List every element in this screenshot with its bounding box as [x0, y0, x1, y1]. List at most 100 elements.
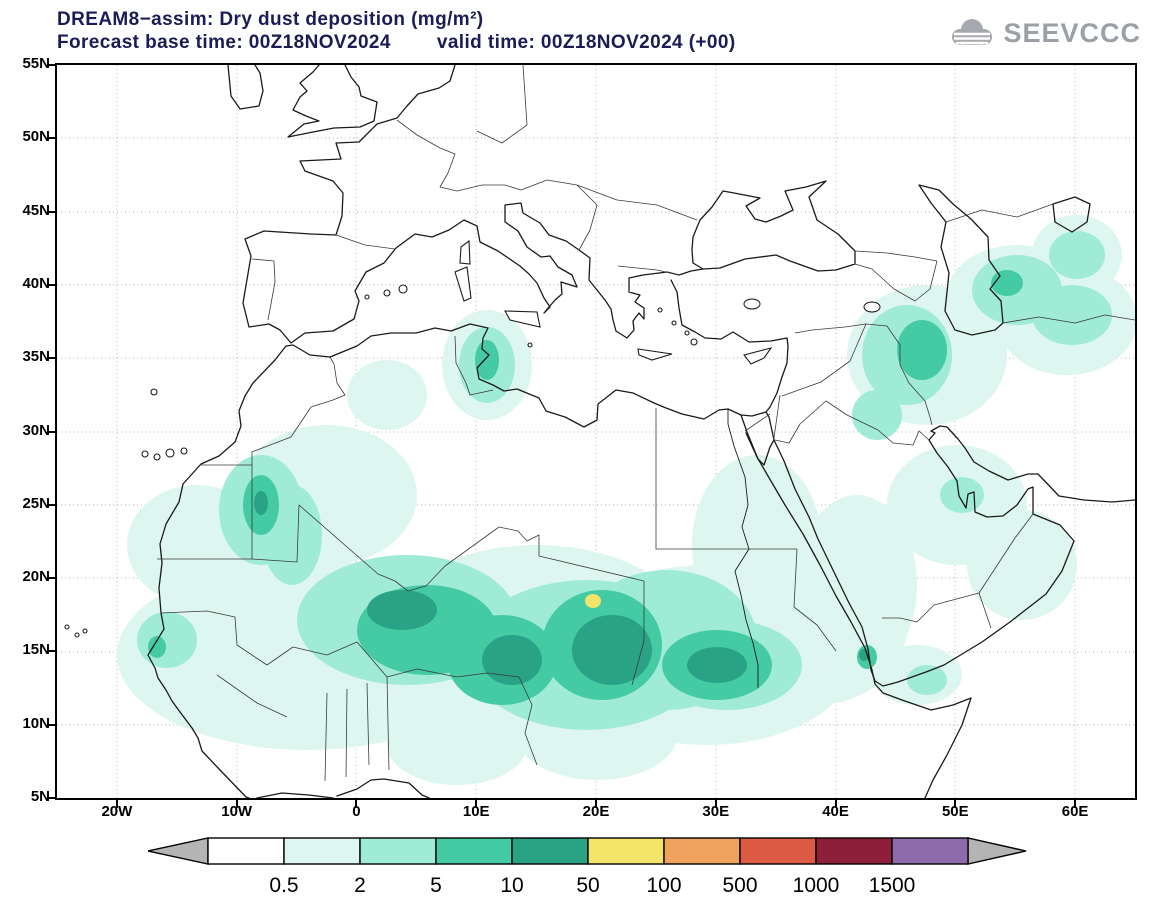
island-cape-verde	[64, 624, 70, 630]
legend-segment	[815, 837, 893, 865]
y-tick-mark	[47, 357, 55, 360]
coastlines	[147, 65, 1135, 798]
x-tick-label: 0	[352, 803, 361, 820]
x-tick-label: 50E	[941, 803, 969, 820]
map-plot-area	[55, 63, 1137, 800]
island-sicily	[504, 310, 541, 328]
y-tick-label: 20N	[22, 568, 50, 586]
legend-label: 1000	[793, 874, 840, 897]
islands	[64, 239, 881, 638]
island-aegean	[671, 320, 677, 326]
y-tick-mark	[47, 650, 55, 653]
legend-label: 500	[722, 874, 757, 897]
coast-west-africa	[147, 345, 287, 798]
legend-segment	[511, 837, 589, 865]
y-tick-mark	[47, 137, 55, 140]
y-tick-mark	[47, 577, 55, 580]
y-tick-mark	[47, 430, 55, 433]
y-tick-mark	[47, 503, 55, 506]
x-tick-label: 20W	[101, 803, 133, 820]
legend-label: 10	[500, 874, 523, 897]
y-tick-label: 10N	[22, 714, 50, 732]
y-tick-label: 50N	[22, 128, 50, 146]
coast-sinai	[740, 411, 775, 466]
header: DREAM8−assim: Dry dust deposition (mg/m²…	[57, 8, 736, 54]
y-tick-mark	[47, 797, 55, 799]
island-canary	[153, 453, 161, 461]
y-tick-label: 15N	[22, 641, 50, 659]
coast-arabia	[773, 425, 1135, 687]
coast-turkey-levant	[670, 279, 789, 417]
legend-segment	[587, 837, 665, 865]
lake-tuz	[743, 298, 761, 310]
coast-north-africa	[285, 323, 742, 428]
y-tick-label: 35N	[22, 348, 50, 366]
x-tick-label: 10W	[221, 803, 253, 820]
island-cape-verde	[82, 628, 88, 634]
island-aegean	[684, 330, 690, 336]
x-tick-label: 60E	[1061, 803, 1089, 820]
legend-arrow-right	[967, 837, 1027, 865]
legend-segment	[359, 837, 437, 865]
coast-gulf-of-guinea	[256, 778, 430, 798]
island-canary	[180, 447, 188, 455]
island-madeira	[150, 388, 158, 396]
page-title: DREAM8−assim: Dry dust deposition (mg/m²…	[57, 9, 484, 30]
forecast-base-time: Forecast base time: 00Z18NOV2024	[57, 32, 391, 53]
x-tick-mark	[235, 800, 238, 808]
river-nile	[727, 408, 759, 689]
x-tick-mark	[954, 800, 957, 808]
x-tick-mark	[475, 800, 478, 808]
x-tick-mark	[834, 800, 837, 808]
x-tick-label: 30E	[702, 803, 730, 820]
legend-segment	[283, 837, 361, 865]
y-tick-label: 25N	[22, 494, 50, 512]
coast-aral-sea	[1052, 196, 1091, 233]
island-balearic	[398, 284, 408, 294]
legend-segment	[739, 837, 817, 865]
legend-segment	[891, 837, 969, 865]
island-canary	[165, 448, 175, 458]
y-tick-label: 45N	[22, 201, 50, 219]
y-tick-mark	[47, 283, 55, 286]
coast-europe-west	[242, 65, 704, 344]
x-tick-mark	[1074, 800, 1077, 808]
page-subtitle: Forecast base time: 00Z18NOV2024 valid t…	[57, 31, 736, 54]
legend-segment	[435, 837, 513, 865]
legend-label: 2	[354, 874, 366, 897]
legend-label: 5	[430, 874, 442, 897]
island-crete	[637, 348, 673, 361]
lake-van	[863, 301, 881, 313]
x-tick-label: 20E	[582, 803, 610, 820]
island-canary	[141, 450, 149, 458]
cloud-icon	[952, 19, 993, 45]
legend-arrow-left	[148, 837, 209, 865]
island-sardinia	[454, 266, 472, 302]
seevccc-logo: SEEVCCC	[947, 16, 1141, 50]
legend-label: 0.5	[269, 874, 298, 897]
coast-britain	[287, 65, 378, 138]
x-tick-label: 40E	[822, 803, 849, 820]
legend-label: 50	[576, 874, 599, 897]
island-rhodes	[690, 338, 698, 346]
legend-segment	[663, 837, 741, 865]
y-tick-label: 40N	[22, 274, 50, 292]
legend-segment	[207, 837, 285, 865]
y-tick-mark	[47, 210, 55, 213]
island-corsica	[459, 239, 471, 265]
x-tick-mark	[355, 800, 358, 808]
island-balearic	[364, 294, 370, 300]
island-malta	[527, 342, 533, 348]
y-tick-label: 30N	[22, 421, 50, 439]
logo-text: SEEVCCC	[1003, 17, 1141, 48]
coast-red-sea-african-side	[745, 432, 972, 798]
dust-level-10-50	[254, 491, 869, 685]
x-tick-mark	[595, 800, 597, 808]
dust-deposition-layer	[117, 215, 1135, 785]
x-tick-mark	[115, 800, 118, 808]
island-balearic	[383, 289, 391, 297]
coast-ireland	[227, 65, 264, 110]
legend-label: 100	[646, 874, 681, 897]
valid-time: valid time: 00Z18NOV2024 (+00)	[436, 32, 736, 53]
